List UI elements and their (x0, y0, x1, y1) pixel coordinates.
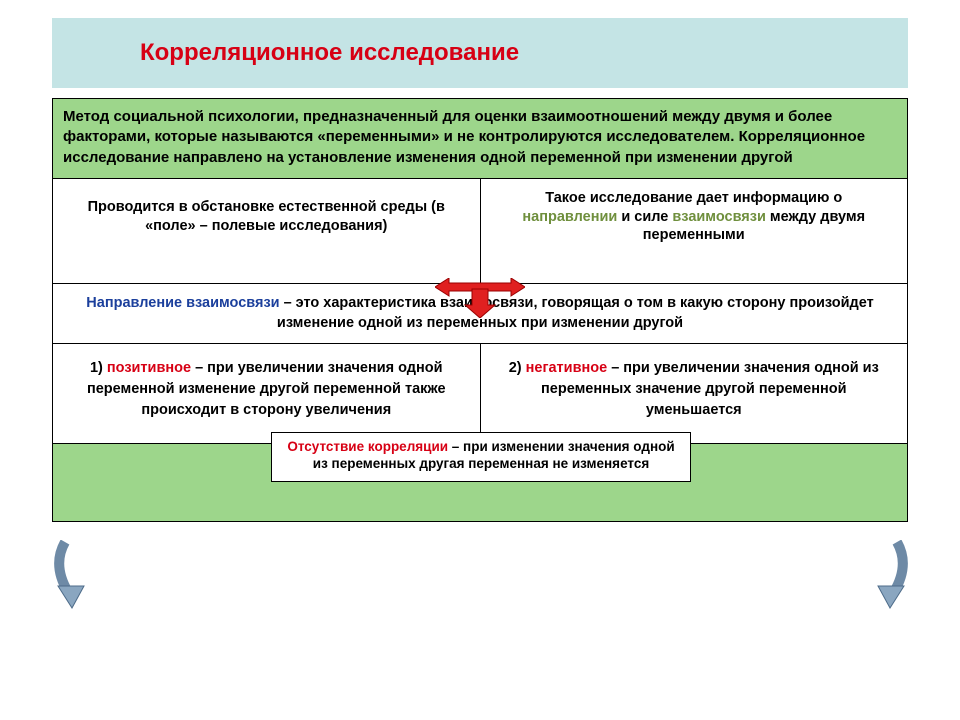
field-study-text: Проводится в обстановке естественной сре… (88, 199, 445, 234)
info-hl-direction: направлении (522, 209, 617, 225)
content-table: Метод социальной психологии, предназначе… (52, 98, 908, 522)
cell-definition: Метод социальной психологии, предназначе… (53, 99, 908, 179)
absence-box: Отсутствие корреляции – при изменении зн… (271, 432, 691, 482)
cell-absence-bg: Отсутствие корреляции – при изменении зн… (53, 444, 908, 522)
curve-arrow-left-icon (50, 540, 110, 610)
absence-lead: Отсутствие корреляции (287, 439, 448, 454)
definition-text: Метод социальной психологии, предназначе… (63, 108, 865, 166)
curve-arrow-right-icon (852, 540, 912, 610)
neg-num: 2) (509, 360, 526, 376)
row-definition: Метод социальной психологии, предназначе… (53, 99, 908, 179)
row-context: Проводится в обстановке естественной сре… (53, 178, 908, 284)
pos-num: 1) (90, 360, 107, 376)
direction-rest: – это характеристика взаимосвязи, говоря… (277, 295, 874, 331)
direction-lead: Направление взаимосвязи (86, 295, 279, 311)
neg-keyword: негативное (526, 360, 608, 376)
cell-positive: 1) позитивное – при увеличении значения … (53, 344, 481, 444)
row-pos-neg: 1) позитивное – при увеличении значения … (53, 344, 908, 444)
cell-negative: 2) негативное – при увеличении значения … (480, 344, 908, 444)
row-absence: Отсутствие корреляции – при изменении зн… (53, 444, 908, 522)
row-direction-def: Направление взаимосвязи – это характерис… (53, 284, 908, 344)
cell-field-study: Проводится в обстановке естественной сре… (53, 178, 481, 284)
info-pre: Такое исследование дает информацию о (545, 190, 842, 206)
info-hl-relation: взаимосвязи (672, 209, 765, 225)
pos-keyword: позитивное (107, 360, 191, 376)
cell-direction-strength: Такое исследование дает информацию о нап… (480, 178, 908, 284)
title-bar: Корреляционное исследование (52, 18, 908, 88)
info-mid: и силе (617, 209, 672, 225)
cell-direction-def: Направление взаимосвязи – это характерис… (53, 284, 908, 344)
page-title: Корреляционное исследование (140, 39, 519, 67)
